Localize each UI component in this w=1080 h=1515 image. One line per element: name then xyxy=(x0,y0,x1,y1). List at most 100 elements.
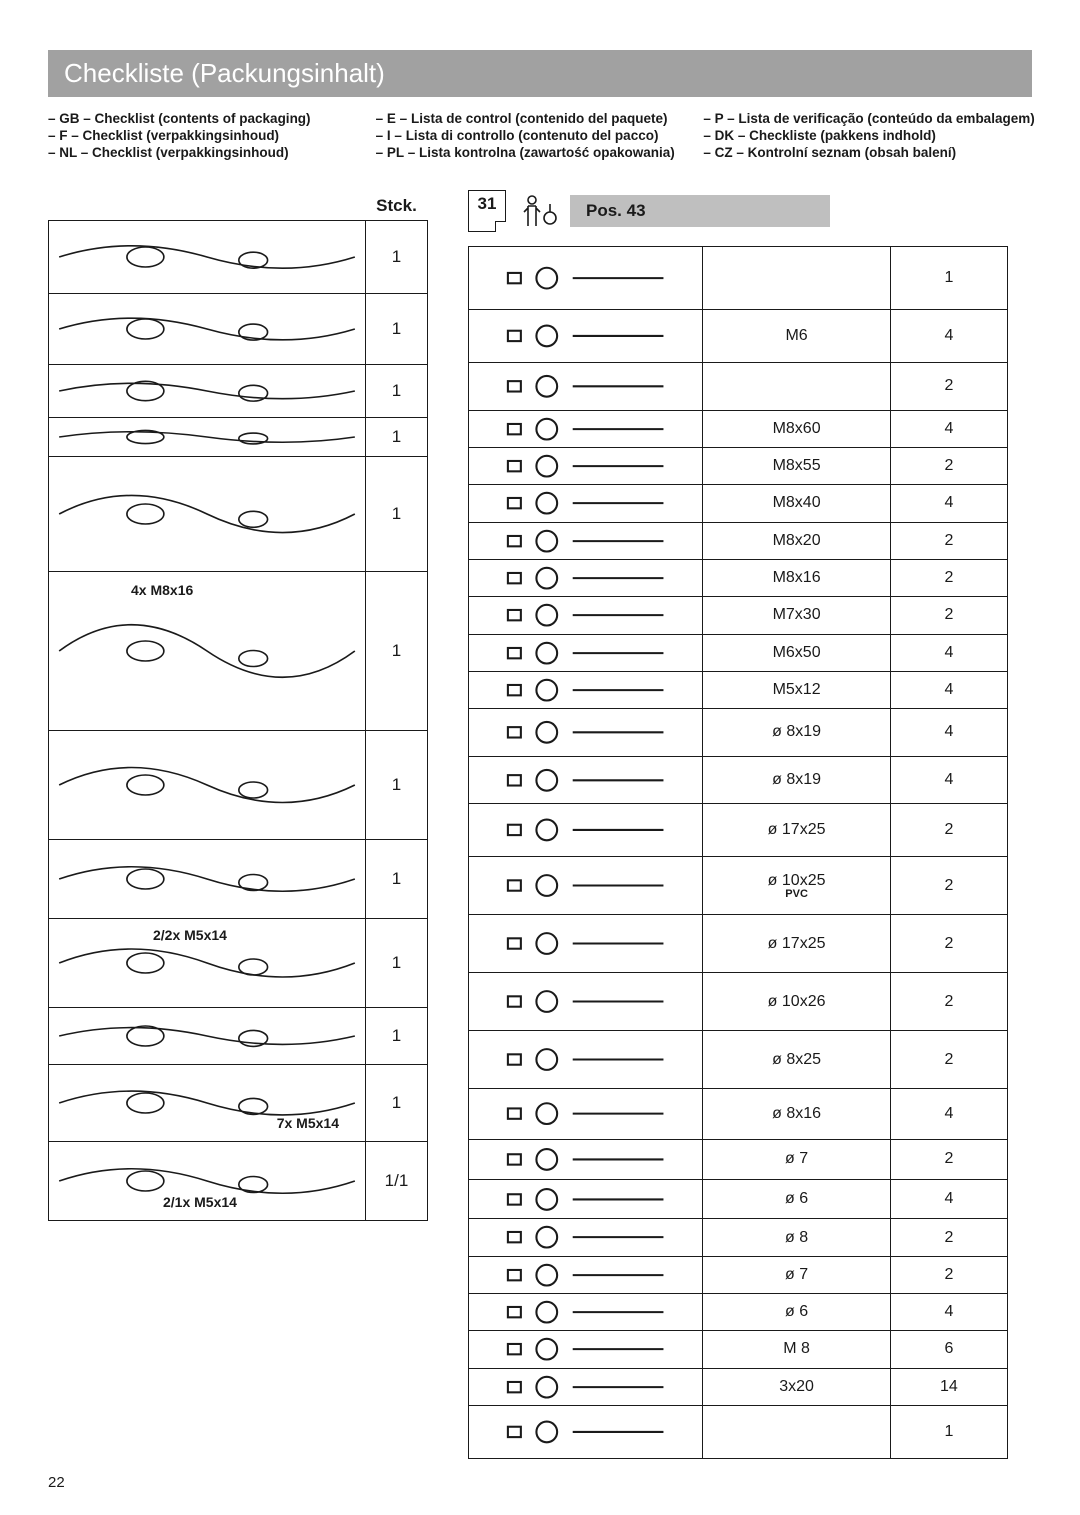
lang-item: – E – Lista de control (contenido del pa… xyxy=(376,111,704,126)
part-qty: 1 xyxy=(366,1008,428,1065)
hardware-row: ø 8x194 xyxy=(469,756,1008,804)
lang-item: – F – Checklist (verpakkingsinhoud) xyxy=(48,128,376,143)
hardware-spec: M6x50 xyxy=(703,634,890,671)
hardware-spec: M8x40 xyxy=(703,485,890,522)
ref-page-number: 31 xyxy=(478,194,497,214)
hardware-spec: M6 xyxy=(703,310,890,363)
hardware-spec: ø 17x25 xyxy=(703,804,890,857)
hardware-spec: ø 7 xyxy=(703,1139,890,1179)
hardware-qty: 14 xyxy=(890,1368,1007,1405)
parts-row: 1 xyxy=(49,221,428,294)
hardware-illustration xyxy=(469,1031,703,1089)
hardware-illustration xyxy=(469,671,703,708)
parts-row: 1 xyxy=(49,1008,428,1065)
hardware-qty: 4 xyxy=(890,634,1007,671)
hardware-qty: 1 xyxy=(890,247,1007,310)
hardware-spec: ø 17x25 xyxy=(703,915,890,973)
part-illustration: 4x M8x16 xyxy=(49,572,366,731)
hardware-illustration xyxy=(469,1089,703,1139)
hardware-illustration xyxy=(469,247,703,310)
hardware-row: M7x302 xyxy=(469,597,1008,634)
lang-item: – P – Lista de verificação (conteúdo da … xyxy=(703,111,1031,126)
part-illustration xyxy=(49,221,366,294)
hardware-spec: M8x55 xyxy=(703,448,890,485)
assembly-person-icon xyxy=(516,190,560,232)
parts-row: 1 xyxy=(49,457,428,572)
left-header-blank xyxy=(49,190,366,221)
part-qty: 1 xyxy=(366,365,428,418)
lang-item: – CZ – Kontrolní seznam (obsah balení) xyxy=(703,145,1031,160)
part-illustration xyxy=(49,294,366,365)
hardware-spec: M5x12 xyxy=(703,671,890,708)
hardware-spec: M7x30 xyxy=(703,597,890,634)
hardware-row: 1 xyxy=(469,247,1008,310)
hardware-row: ø 17x252 xyxy=(469,804,1008,857)
hardware-qty: 4 xyxy=(890,410,1007,447)
ref-page-box: 31 xyxy=(468,190,506,232)
hardware-qty: 2 xyxy=(890,522,1007,559)
hardware-spec: ø 8x16 xyxy=(703,1089,890,1139)
parts-row: 4x M8x16 1 xyxy=(49,572,428,731)
hardware-illustration xyxy=(469,915,703,973)
hardware-row: 1 xyxy=(469,1405,1008,1458)
hardware-row: M8x404 xyxy=(469,485,1008,522)
hardware-row: 2 xyxy=(469,363,1008,411)
hardware-row: M8x162 xyxy=(469,559,1008,596)
part-illustration: 7x M5x14 xyxy=(49,1065,366,1142)
hardware-spec: ø 6 xyxy=(703,1294,890,1331)
part-illustration xyxy=(49,365,366,418)
hardware-qty: 2 xyxy=(890,1256,1007,1293)
hardware-illustration xyxy=(469,597,703,634)
hardware-row: 3x2014 xyxy=(469,1368,1008,1405)
parts-table-left: Stck. 1 1 1 1 1 4x M8x16 1 1 1 xyxy=(48,190,428,1221)
left-header-stck: Stck. xyxy=(366,190,428,221)
hardware-qty: 2 xyxy=(890,559,1007,596)
part-illustration xyxy=(49,840,366,919)
hardware-spec: ø 7 xyxy=(703,1256,890,1293)
lang-col-2: – E – Lista de control (contenido del pa… xyxy=(376,111,704,162)
hardware-row: ø 10x25PVC2 xyxy=(469,857,1008,915)
hardware-qty: 4 xyxy=(890,310,1007,363)
part-annotation: 2/2x M5x14 xyxy=(153,927,227,943)
part-illustration: 2/2x M5x14 xyxy=(49,919,366,1008)
hardware-row: ø 8x252 xyxy=(469,1031,1008,1089)
hardware-illustration xyxy=(469,522,703,559)
hardware-illustration xyxy=(469,857,703,915)
part-qty: 1 xyxy=(366,919,428,1008)
hardware-spec: ø 8x19 xyxy=(703,756,890,804)
hardware-row: ø 72 xyxy=(469,1256,1008,1293)
part-illustration: 2/1x M5x14 xyxy=(49,1142,366,1221)
hardware-illustration xyxy=(469,310,703,363)
hardware-illustration xyxy=(469,709,703,757)
hardware-row: ø 72 xyxy=(469,1139,1008,1179)
pos-label: Pos. 43 xyxy=(586,201,646,220)
lang-col-1: – GB – Checklist (contents of packaging)… xyxy=(48,111,376,162)
hardware-qty: 4 xyxy=(890,756,1007,804)
part-qty: 1 xyxy=(366,572,428,731)
pos-label-bar: Pos. 43 xyxy=(570,195,830,227)
main-content: Stck. 1 1 1 1 1 4x M8x16 1 1 1 xyxy=(48,190,1032,1459)
hardware-qty: 2 xyxy=(890,1031,1007,1089)
hardware-illustration xyxy=(469,973,703,1031)
lang-item: – GB – Checklist (contents of packaging) xyxy=(48,111,376,126)
hardware-spec: M8x20 xyxy=(703,522,890,559)
parts-row: 1 xyxy=(49,418,428,457)
part-annotation: 2/1x M5x14 xyxy=(163,1194,237,1210)
hardware-illustration xyxy=(469,1368,703,1405)
hardware-spec: M8x60 xyxy=(703,410,890,447)
hardware-illustration xyxy=(469,485,703,522)
left-column: Stck. 1 1 1 1 1 4x M8x16 1 1 1 xyxy=(48,190,428,1221)
part-illustration xyxy=(49,731,366,840)
hardware-qty: 2 xyxy=(890,363,1007,411)
hardware-spec xyxy=(703,1405,890,1458)
hardware-qty: 4 xyxy=(890,1179,1007,1219)
lang-item: – I – Lista di controllo (contenuto del … xyxy=(376,128,704,143)
hardware-illustration xyxy=(469,756,703,804)
part-annotation: 4x M8x16 xyxy=(131,582,193,598)
hardware-illustration xyxy=(469,1179,703,1219)
hardware-row: M64 xyxy=(469,310,1008,363)
hardware-row: M5x124 xyxy=(469,671,1008,708)
lang-col-3: – P – Lista de verificação (conteúdo da … xyxy=(703,111,1031,162)
hardware-qty: 2 xyxy=(890,857,1007,915)
hardware-row: M 86 xyxy=(469,1331,1008,1368)
